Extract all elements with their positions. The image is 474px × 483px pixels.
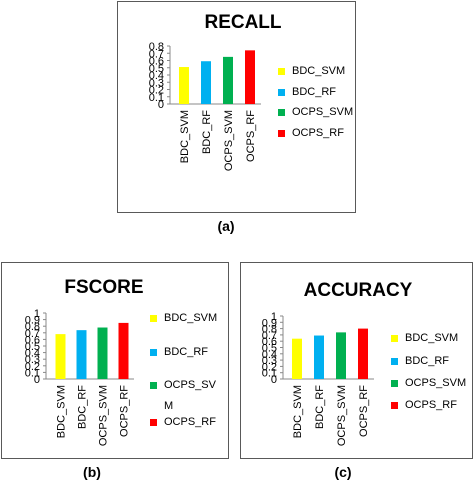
- y-tick-label: 0.2: [262, 361, 277, 373]
- bar-ocps-rf: [358, 328, 368, 379]
- recall-chart: RECALL 00.10.20.30.40.50.60.70.8 BDC_SVM BD…: [149, 12, 353, 171]
- y-tick-label: 0.1: [149, 92, 164, 104]
- y-tick-label: 0.5: [262, 343, 277, 355]
- bar-bdc-svm: [179, 67, 189, 104]
- y-tick-label: 0.5: [25, 341, 40, 353]
- y-tick-label: 0.3: [262, 355, 277, 367]
- y-tick-label: 0.9: [262, 317, 277, 329]
- bar-bdc-rf: [314, 335, 324, 379]
- x-category-label: BDC_SVM: [179, 110, 191, 163]
- legend-label: BDC_RF: [405, 355, 449, 367]
- y-tick-label: 0.3: [25, 354, 40, 366]
- recall-chart-panel: RECALL 0 0.1 0.2 0.3 0.4 0.5 0.6 0.7 0.8 BDC_SVM BD…: [117, 1, 356, 213]
- legend-swatch: [150, 315, 157, 322]
- y-tick-label: 0.5: [149, 63, 164, 75]
- y-tick-label: 0.9: [25, 315, 40, 327]
- legend-swatch: [391, 358, 398, 365]
- y-tick-label: 0.2: [149, 85, 164, 97]
- chart-title: ACCURACY: [304, 280, 413, 301]
- y-tick-label: 0.1: [25, 367, 40, 379]
- accuracy-chart: ACCURACY 00.10.20.30.40.50.60.70.80.91 BDC…: [262, 280, 466, 446]
- y-tick-label: 1: [34, 308, 40, 320]
- x-category-label: OCPS_SVM: [223, 110, 235, 171]
- accuracy-chart-panel: ACCURACY 0 0.1 0.2 0.3 0.4 0.5 0.6 0.7 0.8 0.9 1 BDC…: [240, 262, 473, 459]
- x-category-label: OCPS_SVM: [98, 385, 110, 446]
- legend-label: BDC_SVM: [164, 312, 217, 324]
- y-tick-label: 0.4: [25, 348, 40, 360]
- x-category-label: BDC_RF: [314, 385, 326, 429]
- y-tick-label: 0.7: [149, 48, 164, 60]
- x-category-label: BDC_RF: [201, 110, 213, 154]
- y-tick-label: 0.7: [262, 330, 277, 342]
- caption-c: (c): [334, 464, 352, 480]
- legend-swatch: [150, 382, 157, 389]
- y-tick-label: 0: [271, 374, 277, 386]
- legend-swatch: [391, 335, 398, 342]
- y-tick-label: 0.6: [262, 336, 277, 348]
- legend-swatch: [150, 419, 157, 426]
- y-tick-label: 0.6: [25, 334, 40, 346]
- legend-swatch: [278, 109, 285, 116]
- legend-label: OCPS_SVM: [292, 106, 353, 118]
- x-category-label: BDC_SVM: [292, 385, 304, 438]
- legend-label: OCPS_SVM: [405, 377, 466, 389]
- y-tick-label: 0.8: [149, 41, 164, 53]
- y-tick-label: 0.1: [262, 368, 277, 380]
- legend-label-wrap: M: [164, 400, 173, 412]
- bar-ocps-svm: [223, 56, 233, 104]
- y-tick-label: 1: [271, 311, 277, 323]
- legend-label: BDC_RF: [164, 346, 208, 358]
- legend-swatch: [150, 349, 157, 356]
- legend-swatch: [391, 380, 398, 387]
- caption-b: (b): [83, 464, 101, 480]
- legend-label: OCPS_RF: [292, 127, 344, 139]
- fscore-chart: FSCORE 00.10.20.30.40.50.60.70.80.91 BDC_S…: [25, 277, 217, 446]
- chart-title: FSCORE: [64, 277, 143, 298]
- bar-ocps-rf: [245, 50, 255, 104]
- y-tick-label: 0: [158, 99, 164, 111]
- bar-bdc-svm: [292, 338, 302, 379]
- legend-swatch: [278, 68, 285, 75]
- chart-title: RECALL: [204, 12, 281, 33]
- bar-bdc-svm: [55, 334, 66, 379]
- fscore-chart-panel: FSCORE 0 0.1 0.2 0.3 0.4 0.5 0.6 0.7 0.8 0.9 1 BDC_S…: [1, 262, 229, 459]
- y-tick-label: 0.4: [262, 349, 277, 361]
- y-tick-label: 0.6: [149, 56, 164, 68]
- legend-label: BDC_SVM: [292, 65, 345, 77]
- y-tick-label: 0.8: [262, 324, 277, 336]
- bar-ocps-rf: [118, 322, 129, 379]
- x-category-label: OCPS_SVM: [336, 385, 348, 446]
- y-tick-label: 0.8: [25, 321, 40, 333]
- x-category-label: OCPS_RF: [358, 385, 370, 437]
- legend-label: BDC_SVM: [405, 332, 458, 344]
- y-tick-label: 0.7: [25, 328, 40, 340]
- legend-swatch: [278, 130, 285, 137]
- legend-label: OCPS_RF: [164, 416, 216, 428]
- x-category-label: OCPS_RF: [119, 385, 131, 437]
- bar-bdc-rf: [76, 330, 87, 379]
- x-category-label: BDC_SVM: [56, 385, 68, 438]
- y-tick-label: 0.4: [149, 70, 164, 82]
- bar-ocps-svm: [97, 327, 108, 379]
- legend-label: OCPS_RF: [405, 399, 457, 411]
- caption-a: (a): [217, 218, 235, 234]
- y-tick-label: 0.2: [25, 361, 40, 373]
- legend-swatch: [278, 89, 285, 96]
- legend-label: BDC_RF: [292, 86, 336, 98]
- x-category-label: OCPS_RF: [245, 110, 257, 162]
- y-tick-label: 0: [34, 374, 40, 386]
- legend-label: OCPS_SV: [164, 379, 217, 391]
- x-category-label: BDC_RF: [77, 385, 89, 429]
- bar-bdc-rf: [201, 61, 211, 104]
- legend-swatch: [391, 402, 398, 409]
- bar-ocps-svm: [336, 332, 346, 379]
- y-tick-label: 0.3: [149, 77, 164, 89]
